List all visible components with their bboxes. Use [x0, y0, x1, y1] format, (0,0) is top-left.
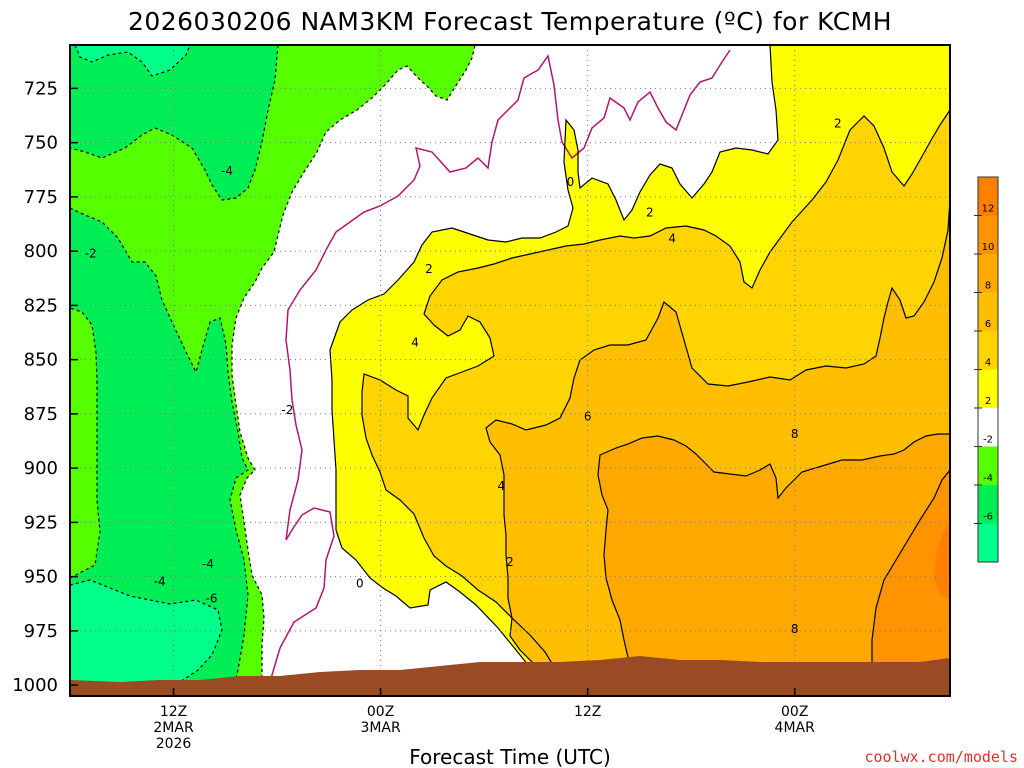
colorbar-bin: [978, 215, 998, 254]
contour-label: 2: [425, 262, 433, 276]
contour-label: 8: [1017, 652, 1024, 666]
colorbar-tick-label: 10: [982, 242, 995, 253]
region-12-14: [934, 520, 950, 600]
credit-text: coolwx.com/models: [864, 748, 1018, 766]
colorbar-bin: [978, 523, 998, 562]
y-axis: 725 750 775 800 825 850 875 900 925 950 975 1000: [12, 78, 78, 696]
x-tick-label: 00Z: [367, 704, 394, 720]
colorbar-tick-label: 12: [982, 204, 995, 215]
contour-minus4c: [70, 307, 101, 579]
chart-title: 2026030206 NAM3KM Forecast Temperature (…: [128, 7, 892, 36]
contour-label: 4: [498, 479, 506, 493]
contour-2: [329, 45, 779, 696]
contour-label: 2: [834, 116, 842, 130]
colorbar-bin: [978, 408, 998, 447]
y-tick-label: 725: [24, 78, 58, 99]
plot-frame: [69, 44, 951, 697]
colorbar-bin: [978, 446, 998, 485]
colorbar-tick-label: 6: [985, 319, 991, 330]
contour-6: [485, 199, 950, 696]
y-tick-label: 750: [24, 133, 58, 154]
contour-label: 4: [668, 231, 676, 245]
contour-label: 4: [411, 336, 419, 350]
y-tick-label: 950: [24, 567, 58, 588]
colorbar-tick-label: -2: [983, 435, 993, 446]
colorbar: 12 10 8 6 4 2 -2 -4 -6: [974, 176, 999, 563]
contour-label: -2: [281, 403, 293, 417]
colorbar-bin: [978, 369, 998, 408]
contour-minus4: [70, 45, 279, 201]
x-tick-label: 12Z: [160, 704, 187, 720]
x-tick-label: 4MAR: [775, 720, 816, 736]
contour-label: -4: [154, 574, 166, 588]
colorbar-bin: [978, 292, 998, 331]
colorbar-bin: [978, 177, 998, 216]
colorbar-bin: [978, 331, 998, 370]
x-axis-title: Forecast Time (UTC): [409, 745, 611, 768]
contour-zero: [263, 49, 731, 696]
region-minus6-bottom: [70, 580, 222, 696]
y-tick-label: 925: [24, 512, 58, 533]
contour-label: -6: [206, 592, 218, 606]
contour-label: 8: [791, 622, 799, 636]
contour-label: 6: [1013, 344, 1021, 358]
contour-label: 8: [791, 427, 799, 441]
y-tick-label: 775: [24, 187, 58, 208]
y-tick-label: 900: [24, 458, 58, 479]
ground-surface: [70, 656, 950, 696]
y-tick-label: 975: [24, 621, 58, 642]
y-tick-label: 800: [24, 241, 58, 262]
region-minus6-top: [75, 45, 190, 76]
region-10-12: [872, 470, 950, 696]
y-tick-label: 825: [24, 295, 58, 316]
colorbar-bin: [978, 485, 998, 524]
contour-label: -2: [85, 247, 97, 261]
x-tick-label: 00Z: [781, 704, 808, 720]
contour-label: -4: [202, 557, 214, 571]
x-tick-label: 3MAR: [360, 720, 401, 736]
y-tick-label: 850: [24, 350, 58, 371]
colorbar-tick-label: -6: [983, 512, 993, 523]
region-8-10: [598, 434, 950, 696]
x-tick-label: 2MAR: [153, 720, 194, 736]
colorbar-tick-label: -4: [983, 473, 993, 484]
colorbar-tick-label: 8: [985, 281, 991, 292]
contour-label: 0: [567, 175, 575, 189]
contour-minus6-top: [74, 45, 191, 77]
contour-label: 6: [584, 409, 592, 423]
x-tick-label: 2026: [156, 736, 192, 752]
contour-minus2: [231, 45, 476, 696]
colorbar-tick-label: 4: [985, 358, 991, 369]
contour-label: 2: [506, 555, 514, 569]
colorbar-tick-label: 2: [985, 396, 991, 407]
contour-minus4b: [70, 207, 249, 696]
contour-label: -4: [221, 164, 233, 178]
contour-label: 0: [356, 577, 364, 591]
contour-label: 2: [646, 205, 654, 219]
contour-10: [871, 469, 950, 696]
y-tick-label: 875: [24, 404, 58, 425]
y-tick-label: 1000: [12, 675, 58, 696]
x-tick-label: 12Z: [574, 704, 601, 720]
contour-4: [361, 109, 950, 679]
colorbar-bin: [978, 254, 998, 293]
contour-8: [597, 433, 950, 696]
